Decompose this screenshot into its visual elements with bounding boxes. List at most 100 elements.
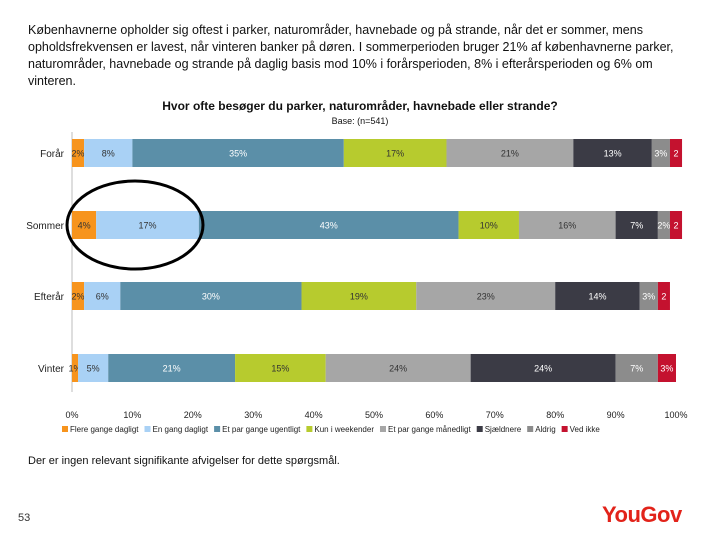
data-label: 1% [69, 364, 82, 374]
data-label: 14% [588, 292, 606, 302]
yougov-logo: YouGov [602, 502, 682, 527]
bar-segment [615, 354, 658, 382]
legend-swatch [62, 426, 68, 432]
x-tick-label: 70% [486, 410, 504, 420]
legend-swatch [561, 426, 568, 432]
legend-label: Ved ikke [570, 425, 601, 434]
category-label: Forår [40, 148, 65, 160]
bar-segment [657, 282, 670, 310]
data-label: 3% [642, 292, 655, 302]
data-label: 35% [229, 149, 247, 159]
data-label: 5% [87, 364, 100, 374]
data-label: 23% [477, 292, 495, 302]
data-label: 3% [654, 149, 667, 159]
data-label: 17% [138, 221, 156, 231]
bar-segment [615, 211, 658, 239]
category-label: Vinter [38, 364, 65, 375]
data-label: 8% [102, 149, 115, 159]
category-label: Efterår [34, 291, 65, 303]
data-label: 2 [661, 292, 666, 302]
annotation-circle [65, 179, 205, 271]
legend-label: Kun i weekender [314, 425, 374, 434]
x-tick-label: 20% [184, 410, 202, 420]
x-tick-label: 40% [305, 410, 323, 420]
legend-label: En gang dagligt [153, 425, 209, 434]
x-tick-label: 90% [607, 410, 625, 420]
category-label: Sommer [26, 221, 64, 232]
legend-swatch [214, 426, 221, 432]
bar-segment [446, 139, 574, 167]
bar-segment [108, 354, 236, 382]
data-label: 2 [673, 221, 678, 231]
bar-segment [132, 139, 344, 167]
data-label: 2 [673, 149, 678, 159]
bar-segment [651, 139, 670, 167]
data-label: 7% [630, 221, 643, 231]
x-tick-label: 0% [65, 410, 78, 420]
legend-swatch [306, 426, 313, 432]
x-tick-label: 80% [546, 410, 564, 420]
data-label: 6% [96, 292, 109, 302]
x-tick-label: 10% [123, 410, 141, 420]
data-label: 3% [660, 364, 673, 374]
data-label: 24% [389, 364, 407, 374]
bar-segment [72, 282, 85, 310]
bar-segment [639, 282, 658, 310]
data-label: 4% [78, 221, 91, 231]
data-label: 2% [72, 292, 85, 302]
bar-segment [669, 139, 683, 167]
data-label: 19% [350, 292, 368, 302]
bar-segment [72, 354, 79, 382]
data-label: 17% [386, 149, 404, 159]
legend-swatch [527, 426, 534, 432]
bar-segment [235, 354, 326, 382]
legend-swatch [379, 426, 386, 432]
page-number: 53 [18, 512, 31, 524]
bar-segment [72, 139, 85, 167]
legend-label: Et par gange ugentligt [222, 425, 301, 434]
bar-segment [120, 282, 302, 310]
legend-label: Aldrig [535, 425, 555, 434]
legend-label: Flere gange dagligt [70, 425, 139, 434]
data-label: 2% [72, 149, 85, 159]
data-label: 21% [501, 149, 519, 159]
bar-segment [416, 282, 556, 310]
data-label: 30% [202, 292, 220, 302]
bar-segment [325, 354, 471, 382]
bar-segment [657, 354, 676, 382]
data-label: 16% [558, 221, 576, 231]
data-label: 43% [320, 221, 338, 231]
bar-segment [84, 139, 133, 167]
bar-segment [343, 139, 447, 167]
data-label: 15% [271, 364, 289, 374]
x-tick-label: 50% [365, 410, 383, 420]
bar-segment [657, 211, 670, 239]
footnote: Der er ingen relevant signifikante afvig… [28, 455, 340, 467]
x-tick-label: 100% [664, 410, 687, 420]
legend-label: Et par gange månedligt [388, 425, 472, 434]
legend-swatch [144, 426, 151, 432]
bar-segment [458, 211, 519, 239]
intro-text: Københavnerne opholder sig oftest i park… [28, 23, 674, 88]
bar-segment [72, 211, 97, 239]
bar-segment [84, 282, 121, 310]
data-label: 2% [657, 221, 670, 231]
bar-segment [301, 282, 417, 310]
bar-segment [96, 211, 199, 239]
data-label: 10% [480, 221, 498, 231]
data-label: 21% [163, 364, 181, 374]
data-label: 24% [534, 364, 552, 374]
chart-title: Hvor ofte besøger du parker, naturområde… [162, 99, 558, 113]
bar-segment [669, 211, 683, 239]
x-tick-label: 60% [425, 410, 443, 420]
bar-segment [470, 354, 616, 382]
data-label: 13% [604, 149, 622, 159]
chart-subtitle: Base: (n=541) [331, 116, 389, 126]
bar-segment [78, 354, 109, 382]
legend-label: Sjældnere [485, 425, 522, 434]
bar-segment [198, 211, 459, 239]
bar-segment [555, 282, 640, 310]
data-label: 7% [630, 364, 643, 374]
x-tick-label: 30% [244, 410, 262, 420]
